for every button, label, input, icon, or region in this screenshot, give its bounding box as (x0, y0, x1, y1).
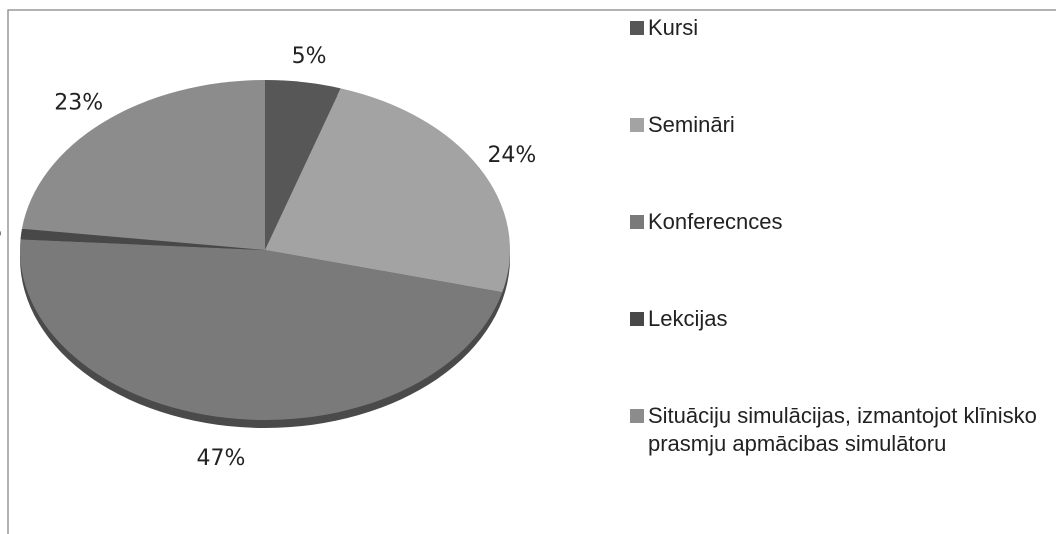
legend: Kursi Semināri Konferecnces Lekcijas Situāci… (630, 14, 1040, 499)
legend-label: Kursi (648, 15, 699, 40)
pie-slice (21, 80, 265, 250)
legend-swatch (630, 409, 644, 423)
legend-swatch (630, 215, 644, 229)
legend-label: Lekcijas (648, 306, 728, 331)
pie-slice (20, 228, 265, 250)
legend-label: Situāciju simulācijas, izmantojot klīnis… (648, 403, 1037, 456)
legend-item: Situāciju simulācijas, izmantojot klīnis… (630, 402, 1040, 499)
legend-item: Semināri (630, 111, 1040, 208)
legend-swatch (630, 21, 644, 35)
data-label: 5% (292, 44, 327, 69)
pie-slice (20, 239, 503, 420)
data-label: 24% (487, 143, 536, 168)
data-label: 1% (0, 219, 2, 244)
data-label: 23% (54, 90, 103, 115)
pie-slice (265, 88, 510, 293)
pie-slice (265, 80, 341, 250)
legend-label: Konferecnces (648, 209, 783, 234)
frame (7, 9, 1056, 534)
legend-item: Lekcijas (630, 305, 1040, 402)
data-label: 47% (196, 446, 245, 471)
legend-swatch (630, 312, 644, 326)
legend-label: Semināri (648, 112, 735, 137)
legend-item: Kursi (630, 14, 1040, 111)
legend-item: Konferecnces (630, 208, 1040, 305)
legend-swatch (630, 118, 644, 132)
